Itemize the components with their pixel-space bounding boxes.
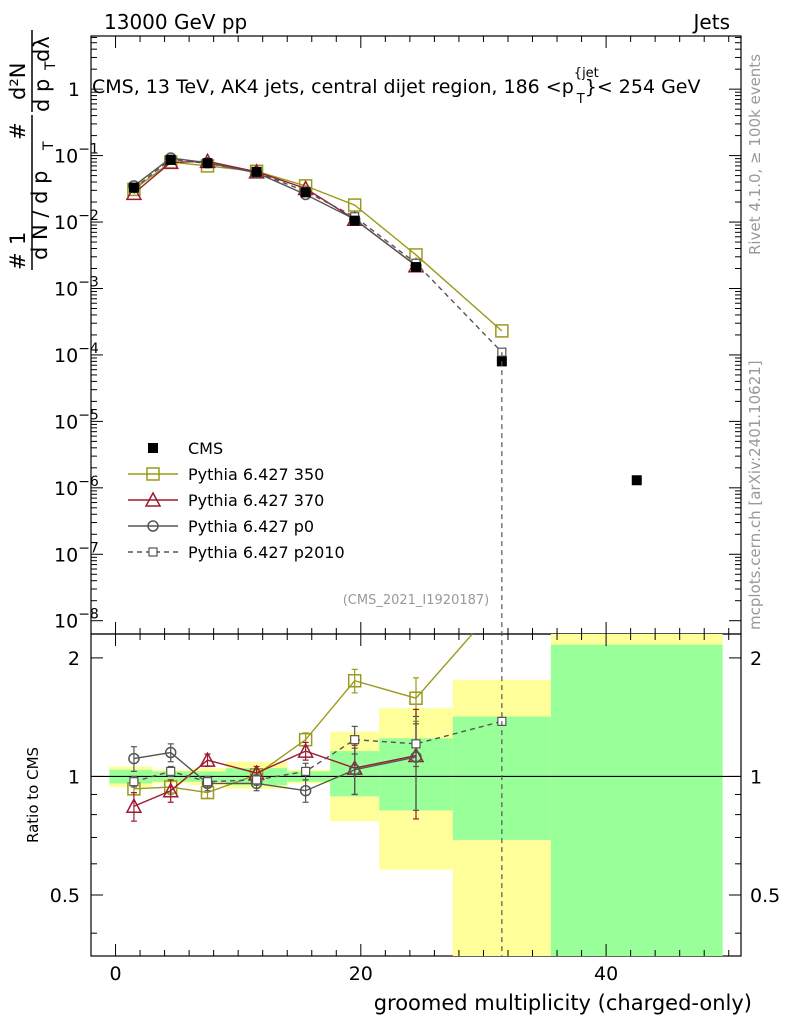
ratio-y-axis-label: Ratio to CMS <box>24 747 42 843</box>
legend-label: CMS <box>188 439 223 458</box>
ratio-point-3 <box>301 766 311 776</box>
data-point <box>349 215 360 226</box>
ratio-y-tick-label-right: 0.5 <box>750 885 780 907</box>
data-point <box>128 182 139 193</box>
data-point <box>202 158 213 169</box>
svg-text:d N / d p: d N / d p <box>28 171 52 260</box>
mcplots-label: mcplots.cern.ch [arXiv:2401.10621] <box>746 360 764 630</box>
ratio-y-tick-label-right: 1 <box>750 766 762 788</box>
legend-label: Pythia 6.427 p2010 <box>188 543 345 562</box>
series-line-3 <box>133 158 503 353</box>
data-point <box>411 262 421 273</box>
data-point <box>631 475 642 486</box>
legend-marker <box>148 443 158 453</box>
ratio-point-2 <box>164 746 177 759</box>
x-axis-label: groomed multiplicity (charged-only) <box>374 991 752 1015</box>
legend-marker <box>147 520 159 532</box>
series-line-2 <box>133 157 417 267</box>
y-tick-label: 10−2 <box>54 208 99 234</box>
ratio-band-green <box>550 644 723 956</box>
ratio-point-3 <box>251 775 262 785</box>
series-point-0 <box>495 324 509 338</box>
x-tick-label: 40 <box>594 963 618 985</box>
ratio-point-1 <box>297 742 314 758</box>
ratio-y-tick-label-right: 2 <box>750 648 762 670</box>
svg-text:#: # <box>6 252 30 270</box>
ratio-point-1 <box>162 782 179 798</box>
ratio-point-3 <box>350 735 360 745</box>
svg-text:d²N: d²N <box>6 63 30 100</box>
x-tick-label: 20 <box>349 963 373 985</box>
y-tick-label: 10−4 <box>54 341 99 367</box>
legend-marker <box>148 547 158 557</box>
analysis-tag: (CMS_2021_I1920187) <box>343 593 490 608</box>
ratio-point-2 <box>348 763 361 776</box>
ratio-y-tick-label: 2 <box>68 648 80 670</box>
header-category: Jets <box>692 10 730 34</box>
svg-text:#: # <box>6 122 30 140</box>
y-tick-label: 10−6 <box>54 474 99 500</box>
data-point <box>300 187 311 198</box>
plot-title: CMS, 13 TeV, AK4 jets, central dijet reg… <box>92 66 701 107</box>
ratio-point-1 <box>125 797 143 814</box>
legend-label: Pythia 6.427 p0 <box>188 517 314 536</box>
y-tick-label: 10−5 <box>54 407 99 433</box>
header-collision: 13000 GeV pp <box>104 10 247 34</box>
svg-text:T: T <box>41 141 57 151</box>
ratio-point-3 <box>411 739 421 749</box>
legend-label: Pythia 6.427 350 <box>188 465 324 484</box>
svg-text:dλ: dλ <box>30 36 54 62</box>
ratio-point-0 <box>409 691 423 705</box>
y-tick-label: 10−1 <box>54 142 99 168</box>
legend-marker <box>146 467 160 481</box>
legend: CMS Pythia 6.427 350 Pythia 6.427 370 Pythi… <box>128 439 345 562</box>
ratio-point-3 <box>129 777 139 787</box>
x-tick-label: 0 <box>109 963 121 985</box>
main-y-axis-label: # 1 d N / d p T # d²N d p T dλ <box>6 30 59 270</box>
y-tick-label: 10−3 <box>54 274 99 300</box>
svg-text:1: 1 <box>6 232 30 245</box>
y-tick-label: 10−7 <box>54 540 99 566</box>
rivet-label: Rivet 4.1.0, ≥ 100k events <box>746 54 764 255</box>
ratio-point-3 <box>166 766 176 776</box>
ratio-y-tick-label: 1 <box>68 766 80 788</box>
svg-text:d p: d p <box>30 79 54 112</box>
legend-marker <box>144 491 162 507</box>
ratio-point-3 <box>202 777 213 787</box>
legend-label: Pythia 6.427 370 <box>188 491 324 510</box>
data-point <box>165 154 176 165</box>
ratio-y-tick-label: 0.5 <box>50 885 80 907</box>
y-tick-label: 10−8 <box>54 607 99 633</box>
ratio-plot-frame <box>90 633 742 957</box>
data-point <box>251 166 262 177</box>
series-line-0 <box>133 161 503 332</box>
ratio-point-2 <box>299 784 312 797</box>
ratio-point-0 <box>347 673 362 688</box>
y-tick-label: 1 <box>68 79 80 101</box>
ratio-point-2 <box>128 752 140 765</box>
svg-text:T: T <box>43 61 59 71</box>
ratio-point-1 <box>199 751 216 767</box>
